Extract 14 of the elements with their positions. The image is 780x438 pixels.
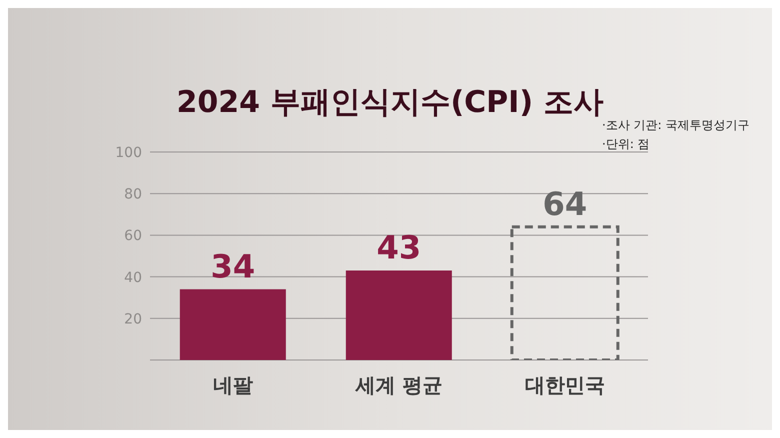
y-tick-label: 20 xyxy=(124,311,142,328)
y-tick-label: 40 xyxy=(124,270,142,286)
data-label: 64 xyxy=(542,184,588,223)
chart-title: 2024 부패인식지수(CPI) 조사 xyxy=(176,84,604,120)
text: ·조사 기관: 국제투명성기구 xyxy=(602,117,750,134)
x-tick-label: 대한민국 xyxy=(525,373,605,398)
data-label: 34 xyxy=(210,247,256,286)
x-tick-label: 세계 평균 xyxy=(354,373,442,398)
text: ·단위: 점 xyxy=(602,136,651,153)
y-tick-label: 60 xyxy=(124,228,142,244)
y-tick-label: 80 xyxy=(124,186,142,203)
data-label: 43 xyxy=(376,228,422,267)
x-tick-label: 네팔 xyxy=(213,373,253,398)
y-tick-label: 100 xyxy=(115,144,142,161)
